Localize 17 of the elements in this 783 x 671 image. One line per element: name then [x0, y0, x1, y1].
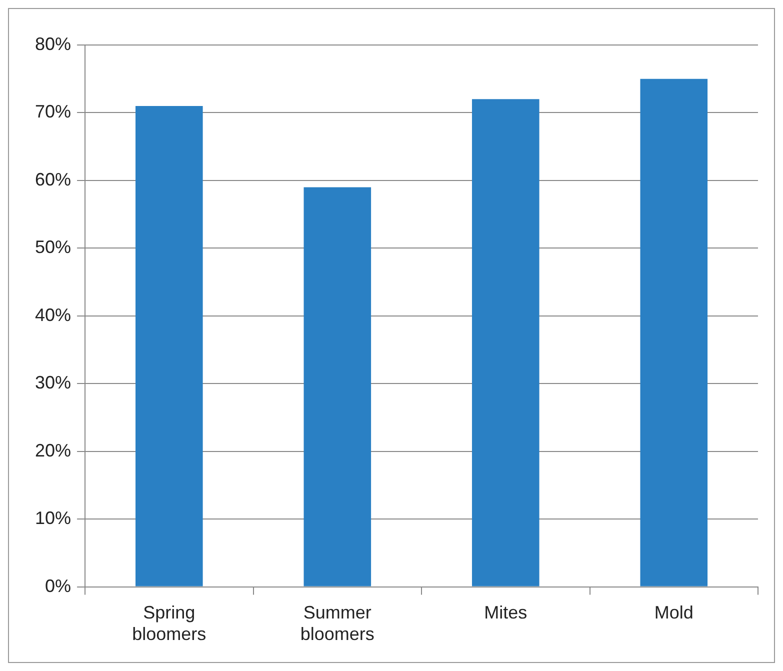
y-tick-label: 70% [34, 102, 72, 122]
y-tick-label: 0% [45, 576, 72, 596]
x-tick-label: Mites [484, 602, 528, 623]
x-tick-label: Summer bloomers [300, 602, 374, 644]
bar [640, 78, 708, 586]
bar [136, 106, 203, 586]
y-tick-label: 60% [34, 169, 72, 190]
x-tick-label: Spring bloomers [132, 602, 206, 644]
y-tick-label: 20% [34, 440, 72, 460]
bar [304, 187, 372, 586]
y-tick-label: 80% [34, 34, 72, 54]
y-tick-label: 10% [34, 508, 72, 528]
bar [472, 99, 540, 586]
y-tick-label: 30% [34, 372, 72, 393]
y-tick-label: 50% [34, 237, 72, 258]
y-tick-label: 40% [34, 304, 72, 325]
x-tick-label: Mold [654, 602, 694, 623]
